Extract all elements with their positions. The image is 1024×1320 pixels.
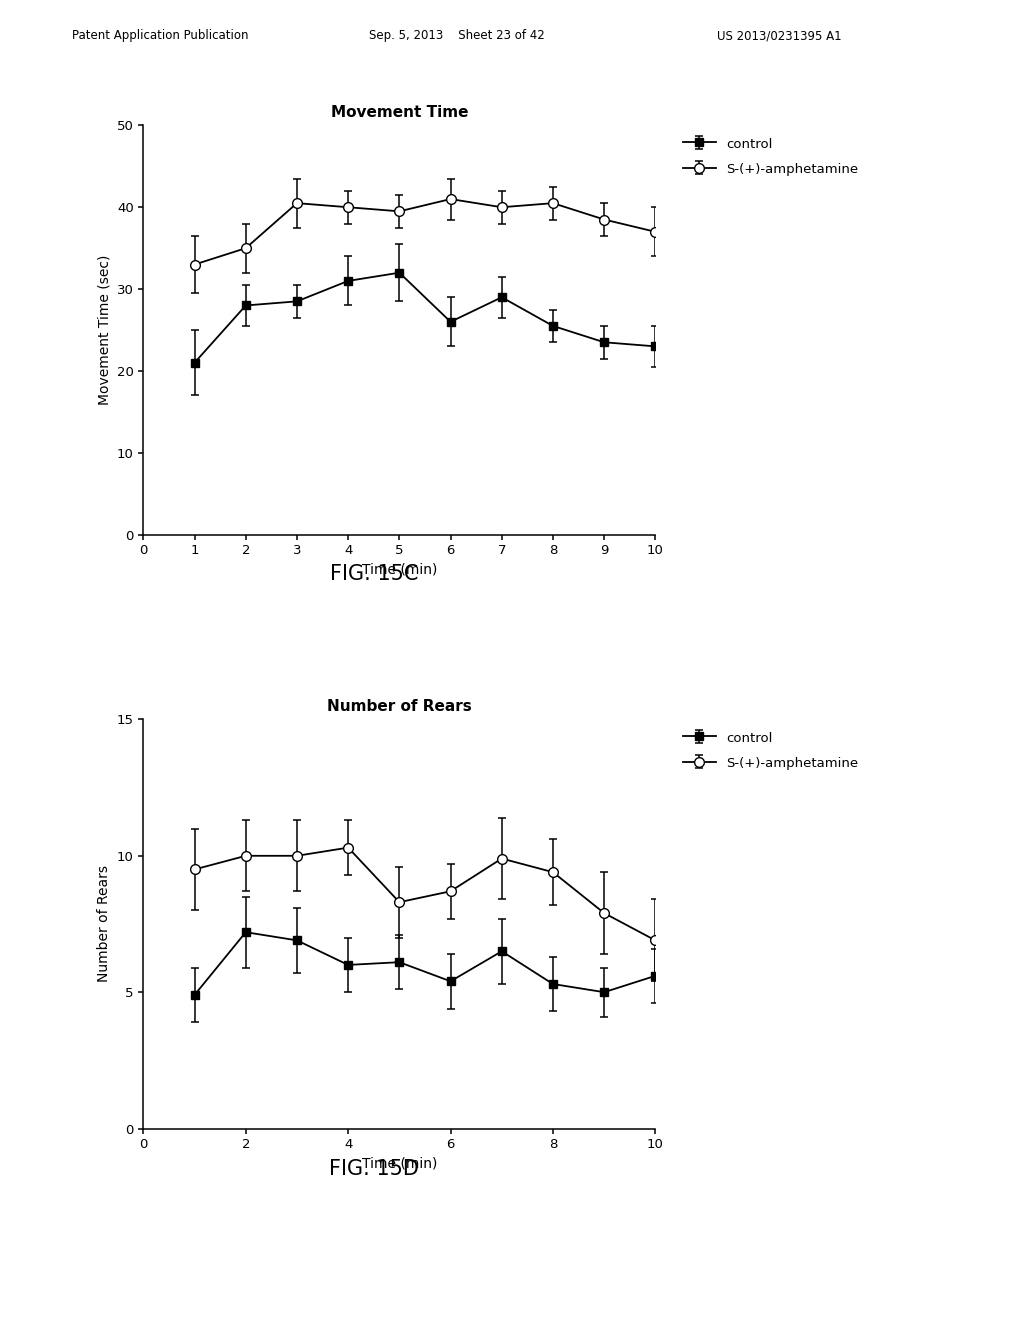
Legend: control, S-(+)-amphetamine: control, S-(+)-amphetamine [677,726,863,775]
Title: Number of Rears: Number of Rears [327,700,472,714]
Text: FIG. 15D: FIG. 15D [329,1159,419,1179]
X-axis label: Time (min): Time (min) [361,1156,437,1171]
Text: FIG. 15C: FIG. 15C [330,564,418,583]
Y-axis label: Number of Rears: Number of Rears [97,866,111,982]
X-axis label: Time (min): Time (min) [361,562,437,577]
Title: Movement Time: Movement Time [331,106,468,120]
Text: Sep. 5, 2013    Sheet 23 of 42: Sep. 5, 2013 Sheet 23 of 42 [369,29,545,42]
Text: US 2013/0231395 A1: US 2013/0231395 A1 [717,29,842,42]
Text: Patent Application Publication: Patent Application Publication [72,29,248,42]
Y-axis label: Movement Time (sec): Movement Time (sec) [97,255,112,405]
Legend: control, S-(+)-amphetamine: control, S-(+)-amphetamine [677,132,863,181]
